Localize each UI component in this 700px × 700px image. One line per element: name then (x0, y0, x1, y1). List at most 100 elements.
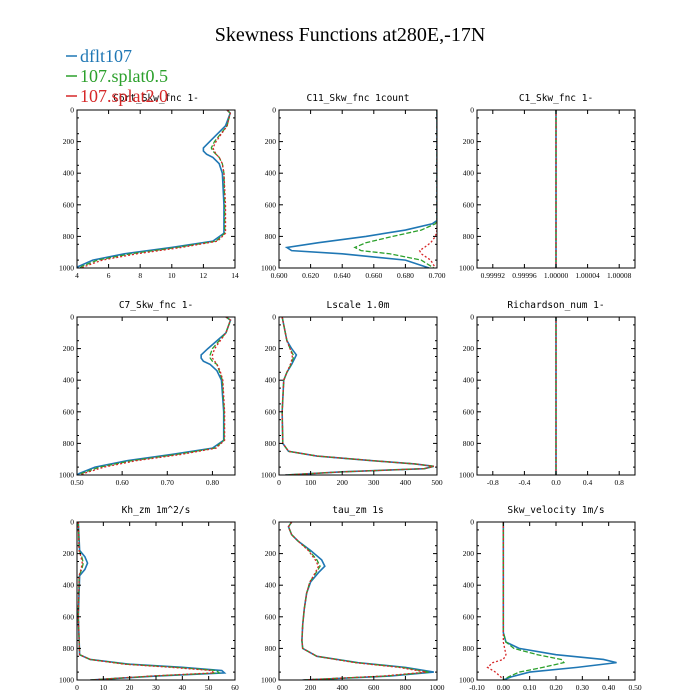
x-tick-label: -0.8 (487, 478, 499, 487)
x-tick-label: 20 (126, 683, 134, 692)
panel-2: C11_Skw_fnc 1count 0 200 400 600 800 10000.600… (261, 93, 446, 280)
y-tick-label: 0 (70, 106, 74, 115)
series-line-107.splat2.0 (81, 110, 231, 268)
plot-frame (76, 316, 236, 476)
x-tick-label: 1000 (430, 683, 445, 692)
series-line-107.splat0.5 (287, 522, 430, 680)
x-tick-label: 0.0 (551, 478, 561, 487)
x-tick-label: 4 (75, 271, 79, 280)
y-tick-label: 1000 (459, 471, 474, 480)
y-tick-label: 600 (463, 200, 475, 209)
x-tick-label: 0.600 (271, 271, 288, 280)
x-tick-label: 0.99996 (512, 271, 537, 280)
series-line-107.splat0.5 (281, 317, 434, 475)
x-tick-label: 400 (337, 683, 349, 692)
x-tick-label: 0.20 (549, 683, 562, 692)
y-tick-label: 400 (265, 169, 277, 178)
y-tick-label: 1000 (261, 471, 276, 480)
y-tick-label: 600 (265, 200, 277, 209)
y-tick-label: 400 (63, 581, 75, 590)
series-line-107.splat0.5 (77, 522, 221, 680)
y-tick-label: 200 (463, 344, 475, 353)
series-line-dflt107 (281, 317, 435, 475)
plot-frame (278, 521, 438, 681)
x-tick-label: 0.10 (523, 683, 536, 692)
x-tick-label: 0.80 (206, 478, 219, 487)
x-tick-label: 800 (400, 683, 412, 692)
plot-frame (76, 109, 236, 269)
y-tick-label: 200 (63, 137, 75, 146)
y-tick-label: 800 (265, 644, 277, 653)
legend-label: dflt107 (80, 46, 132, 66)
y-tick-label: 1000 (459, 264, 474, 273)
y-tick-label: 400 (265, 376, 277, 385)
panel-title: C1_Skw_fnc 1- (519, 93, 593, 104)
x-tick-label: 200 (305, 683, 317, 692)
x-tick-label: 0.99992 (481, 271, 506, 280)
panel-title: C6rt_Skw_fnc 1- (113, 93, 199, 104)
panel-9: Skw_velocity 1m/s 0 200 400 600 800 1000-0.10 0… (459, 505, 642, 692)
y-tick-label: 200 (265, 344, 277, 353)
x-tick-label: 0.620 (302, 271, 319, 280)
x-tick-label: 10 (168, 271, 176, 280)
x-tick-label: 1.00004 (575, 271, 600, 280)
y-tick-label: 1000 (261, 676, 276, 685)
x-tick-label: 1.00000 (544, 271, 569, 280)
legend-item: 107.splat2.0 (66, 86, 168, 106)
y-tick-label: 0 (70, 518, 74, 527)
y-tick-label: 0 (272, 106, 276, 115)
panel-title: Richardson_num 1- (507, 300, 604, 311)
x-tick-label: 0.40 (602, 683, 615, 692)
y-tick-label: 200 (463, 137, 475, 146)
plot-frame (278, 316, 438, 476)
series-line-107.splat2.0 (77, 522, 216, 680)
x-tick-label: 0.700 (429, 271, 446, 280)
x-tick-label: 8 (138, 271, 142, 280)
y-tick-label: 0 (470, 313, 474, 322)
x-tick-label: 0.50 (628, 683, 641, 692)
y-tick-label: 0 (272, 518, 276, 527)
x-tick-label: 200 (337, 478, 349, 487)
x-tick-label: 600 (368, 683, 380, 692)
panel-title: Kh_zm 1m^2/s (122, 505, 191, 516)
legend-label: 107.splat2.0 (80, 86, 168, 106)
panel-title: C11_Skw_fnc 1count (307, 93, 410, 104)
y-tick-label: 600 (265, 407, 277, 416)
y-tick-label: 600 (63, 200, 75, 209)
panel-title: Skw_velocity 1m/s (507, 505, 604, 516)
series-line-107.splat0.5 (502, 522, 566, 680)
x-tick-label: 0.70 (161, 478, 174, 487)
x-tick-label: 0.30 (576, 683, 589, 692)
y-tick-label: 400 (463, 581, 475, 590)
plot-frame (476, 521, 636, 681)
y-tick-label: 1000 (261, 264, 276, 273)
series-line-107.splat0.5 (78, 317, 232, 475)
y-tick-label: 400 (265, 581, 277, 590)
y-tick-label: 600 (63, 612, 75, 621)
x-tick-label: 0.50 (70, 478, 83, 487)
y-tick-label: 0 (70, 313, 74, 322)
y-tick-label: 600 (463, 407, 475, 416)
x-tick-label: 0.640 (334, 271, 351, 280)
y-tick-label: 800 (265, 232, 277, 241)
y-tick-label: 1000 (59, 676, 74, 685)
x-tick-label: 0.8 (615, 478, 625, 487)
x-tick-label: 0.660 (365, 271, 382, 280)
x-tick-label: 0.680 (397, 271, 414, 280)
y-tick-label: 800 (265, 439, 277, 448)
x-tick-label: 0.60 (116, 478, 129, 487)
y-tick-label: 600 (463, 612, 475, 621)
y-tick-label: 200 (463, 549, 475, 558)
x-tick-label: 40 (179, 683, 187, 692)
y-tick-label: 0 (470, 106, 474, 115)
y-tick-label: 400 (463, 376, 475, 385)
y-tick-label: 400 (63, 169, 75, 178)
y-tick-label: 200 (265, 137, 277, 146)
